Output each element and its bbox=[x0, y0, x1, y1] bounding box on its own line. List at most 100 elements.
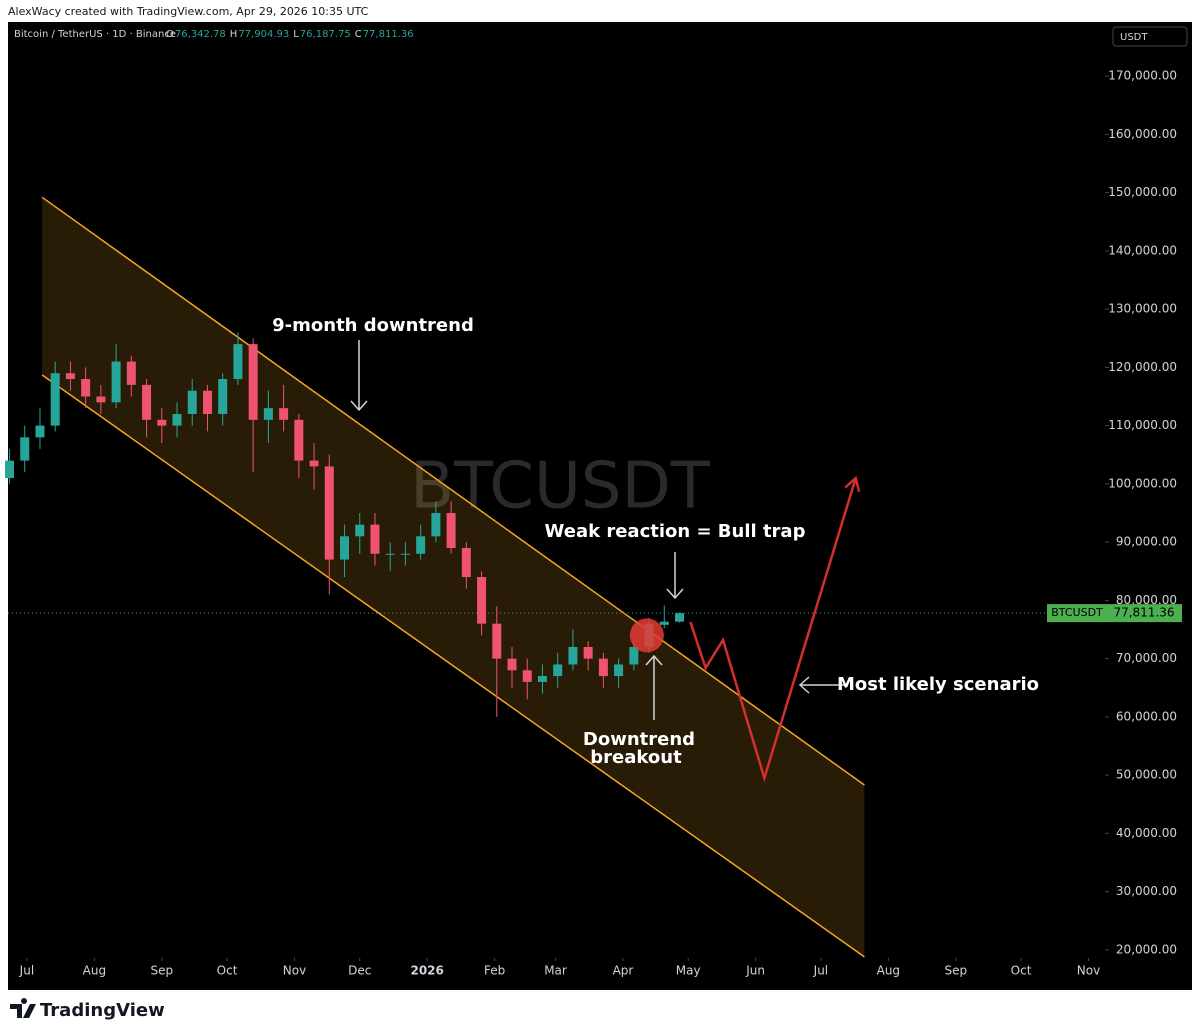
y-tick-label: 150,000.00 bbox=[1108, 185, 1177, 199]
breakout-marker bbox=[629, 618, 664, 653]
annotation: 9-month downtrend bbox=[272, 315, 474, 336]
x-tick-label: Feb bbox=[484, 964, 505, 978]
x-tick-label: Aug bbox=[83, 964, 106, 978]
candle-body bbox=[324, 466, 334, 560]
candle-body bbox=[5, 460, 15, 479]
candle-body bbox=[416, 536, 426, 554]
y-tick-label: 20,000.00 bbox=[1116, 942, 1177, 956]
candle-body bbox=[50, 373, 60, 426]
candle-body bbox=[96, 396, 106, 403]
y-tick-label: 170,000.00 bbox=[1108, 69, 1177, 83]
y-tick-label: 100,000.00 bbox=[1108, 476, 1177, 490]
y-tick-label: 120,000.00 bbox=[1108, 360, 1177, 374]
candle-body bbox=[675, 613, 685, 622]
candle-body bbox=[279, 408, 289, 420]
y-tick-label: 90,000.00 bbox=[1116, 535, 1177, 549]
candle-body bbox=[614, 664, 624, 677]
candle-body bbox=[370, 524, 380, 554]
arrow bbox=[798, 676, 848, 694]
ohlc-value: 76,342.78 bbox=[175, 29, 226, 40]
y-tick-label: 110,000.00 bbox=[1108, 418, 1177, 432]
symbol-title: Bitcoin / TetherUS · 1D · Binance bbox=[14, 29, 176, 40]
candle-body bbox=[65, 373, 75, 380]
channel-fill bbox=[42, 197, 865, 957]
candle-body bbox=[568, 646, 578, 665]
candle-body bbox=[583, 646, 593, 659]
candle-body bbox=[263, 408, 273, 420]
candle-body bbox=[385, 553, 395, 555]
y-tick-label: 40,000.00 bbox=[1116, 826, 1177, 840]
x-tick-label: Nov bbox=[1077, 964, 1100, 978]
candle-body bbox=[461, 547, 471, 578]
ohlc-legend: O 76,342.78 H 77,904.93 L 76,187.75 C 77,811.36 bbox=[166, 29, 414, 40]
y-tick-label: 80,000.00 bbox=[1116, 593, 1177, 607]
ohlc-value: 76,187.75 bbox=[300, 29, 351, 40]
ohlc-key: O bbox=[166, 29, 174, 40]
brand-logo bbox=[10, 998, 36, 1018]
candle-body bbox=[81, 379, 91, 397]
watermark: BTCUSDT bbox=[410, 450, 711, 524]
currency-box[interactable] bbox=[1112, 26, 1188, 47]
candle-body bbox=[218, 379, 228, 414]
x-tick-label: Jul bbox=[813, 964, 828, 978]
candle-body bbox=[157, 419, 167, 426]
brand: TradingView bbox=[40, 1000, 165, 1021]
candle-body bbox=[20, 437, 30, 461]
x-tick-label: Sep bbox=[944, 964, 967, 978]
x-tick-label: Jun bbox=[745, 964, 765, 978]
x-tick-label: Mar bbox=[544, 964, 567, 978]
arrow bbox=[666, 552, 684, 600]
candle-body bbox=[111, 361, 121, 403]
y-tick-label: 160,000.00 bbox=[1108, 127, 1177, 141]
last-price-box bbox=[1107, 604, 1182, 623]
x-tick-label: Sep bbox=[150, 964, 173, 978]
projection-path bbox=[689, 477, 857, 783]
candle-body bbox=[507, 658, 517, 671]
projection-arrowhead bbox=[844, 475, 861, 492]
y-tick-label: 140,000.00 bbox=[1108, 243, 1177, 257]
ohlc-value: 77,904.93 bbox=[238, 29, 289, 40]
x-tick-label: May bbox=[676, 964, 701, 978]
candle-body bbox=[553, 664, 563, 677]
candle-body bbox=[233, 344, 243, 380]
last-price-symbol-box bbox=[1047, 604, 1107, 623]
candle-body bbox=[309, 460, 319, 467]
arrow bbox=[350, 340, 368, 412]
candle-body bbox=[598, 658, 608, 677]
y-tick-label: 60,000.00 bbox=[1116, 709, 1177, 723]
annotation: Downtrend bbox=[583, 729, 695, 750]
candle-body bbox=[340, 536, 350, 560]
ohlc-key: L bbox=[293, 29, 299, 40]
candle-body bbox=[187, 390, 197, 414]
currency[interactable]: USDT bbox=[1120, 32, 1148, 43]
x-tick-label: 2026 bbox=[410, 964, 443, 978]
plot: BTCUSDT 20,000.00 30,000.00 40,000.00 50,000… bbox=[5, 69, 1182, 978]
channel-line bbox=[41, 196, 865, 786]
candle-body bbox=[400, 553, 410, 555]
candle-body bbox=[248, 344, 258, 420]
y-tick-label: 130,000.00 bbox=[1108, 302, 1177, 316]
candle-body bbox=[35, 425, 45, 438]
annotation: breakout bbox=[590, 747, 682, 768]
candle-body bbox=[659, 621, 669, 625]
candle-body bbox=[446, 513, 456, 548]
x-tick-label: Dec bbox=[348, 964, 371, 978]
annotation: Most likely scenario bbox=[837, 674, 1039, 695]
x-tick-label: Nov bbox=[283, 964, 306, 978]
annotation-arrows bbox=[350, 340, 848, 720]
ohlc-value: 77,811.36 bbox=[363, 29, 414, 40]
candle-body bbox=[492, 623, 502, 659]
candle-body bbox=[142, 384, 152, 420]
candle-body bbox=[522, 670, 532, 682]
credit: AlexWacy created with TradingView.com, A… bbox=[8, 5, 369, 18]
x-tick-label: Aug bbox=[877, 964, 900, 978]
candle-body bbox=[294, 419, 304, 461]
candle-body bbox=[355, 524, 365, 537]
last-price-label: 77,811.36 bbox=[1113, 606, 1174, 620]
x-tick-label: Oct bbox=[1011, 964, 1032, 978]
candle-body bbox=[477, 577, 487, 624]
channel-line bbox=[41, 374, 865, 958]
candle-body bbox=[126, 361, 136, 385]
